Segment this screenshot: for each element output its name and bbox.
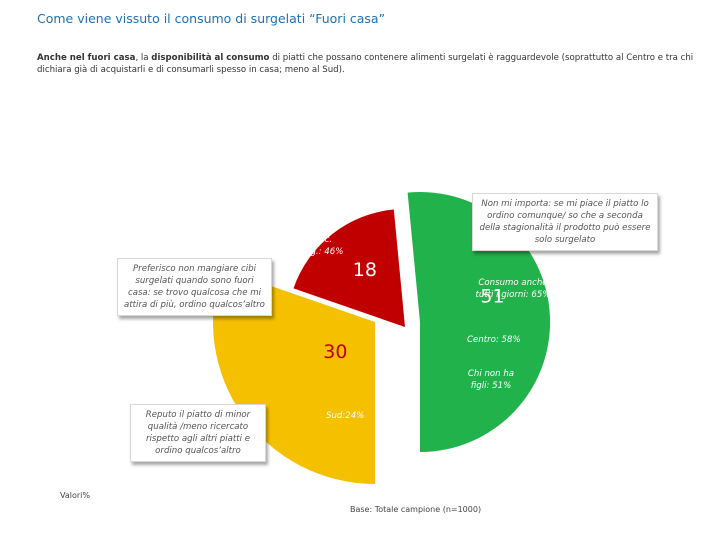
pie-value-labels: 30 18 51 — [323, 259, 504, 363]
subtitle-part1: , la — [135, 53, 152, 63]
pie-slices — [212, 192, 551, 484]
chart-title: Come viene vissuto il consumo di surgela… — [37, 11, 386, 26]
chart-subtitle: Anche nel fuori casa, la disponibilità a… — [37, 52, 697, 76]
annotation-centro: Centro: 58% — [467, 335, 521, 345]
pie-value-label: 18 — [353, 259, 377, 281]
pie-value-label: 51 — [480, 286, 504, 308]
pie-slice — [212, 269, 375, 484]
callout-red: Reputo il piatto di minor qualità /meno … — [130, 404, 266, 462]
annotation-figli: Chi non ha figli: 51% — [467, 369, 515, 391]
pie-slice — [407, 192, 551, 453]
subtitle-part2: di piatti che possano contenere alimenti… — [37, 53, 694, 75]
subtitle-bold-mid: disponibilità al consumo — [151, 53, 270, 63]
callout-yellow: Preferisco non mangiare cibi surgelati q… — [117, 258, 272, 316]
values-note: Valori% — [60, 491, 90, 500]
pie-slice — [293, 209, 405, 327]
base-note: Base: Totale campione (n=1000) — [350, 505, 482, 514]
annotation-medio-basso: Medio e basso c. surg.: 46% — [297, 223, 344, 257]
subtitle-bold-lead: Anche nel fuori casa — [37, 53, 136, 63]
pie-value-label: 30 — [323, 341, 347, 363]
annotation-consumo: Consumo anche tutti i giorni: 65% — [475, 278, 551, 300]
callout-green: Non mi importa: se mi piace il piatto lo… — [472, 193, 658, 251]
annotation-sud: Sud:24% — [326, 411, 365, 421]
